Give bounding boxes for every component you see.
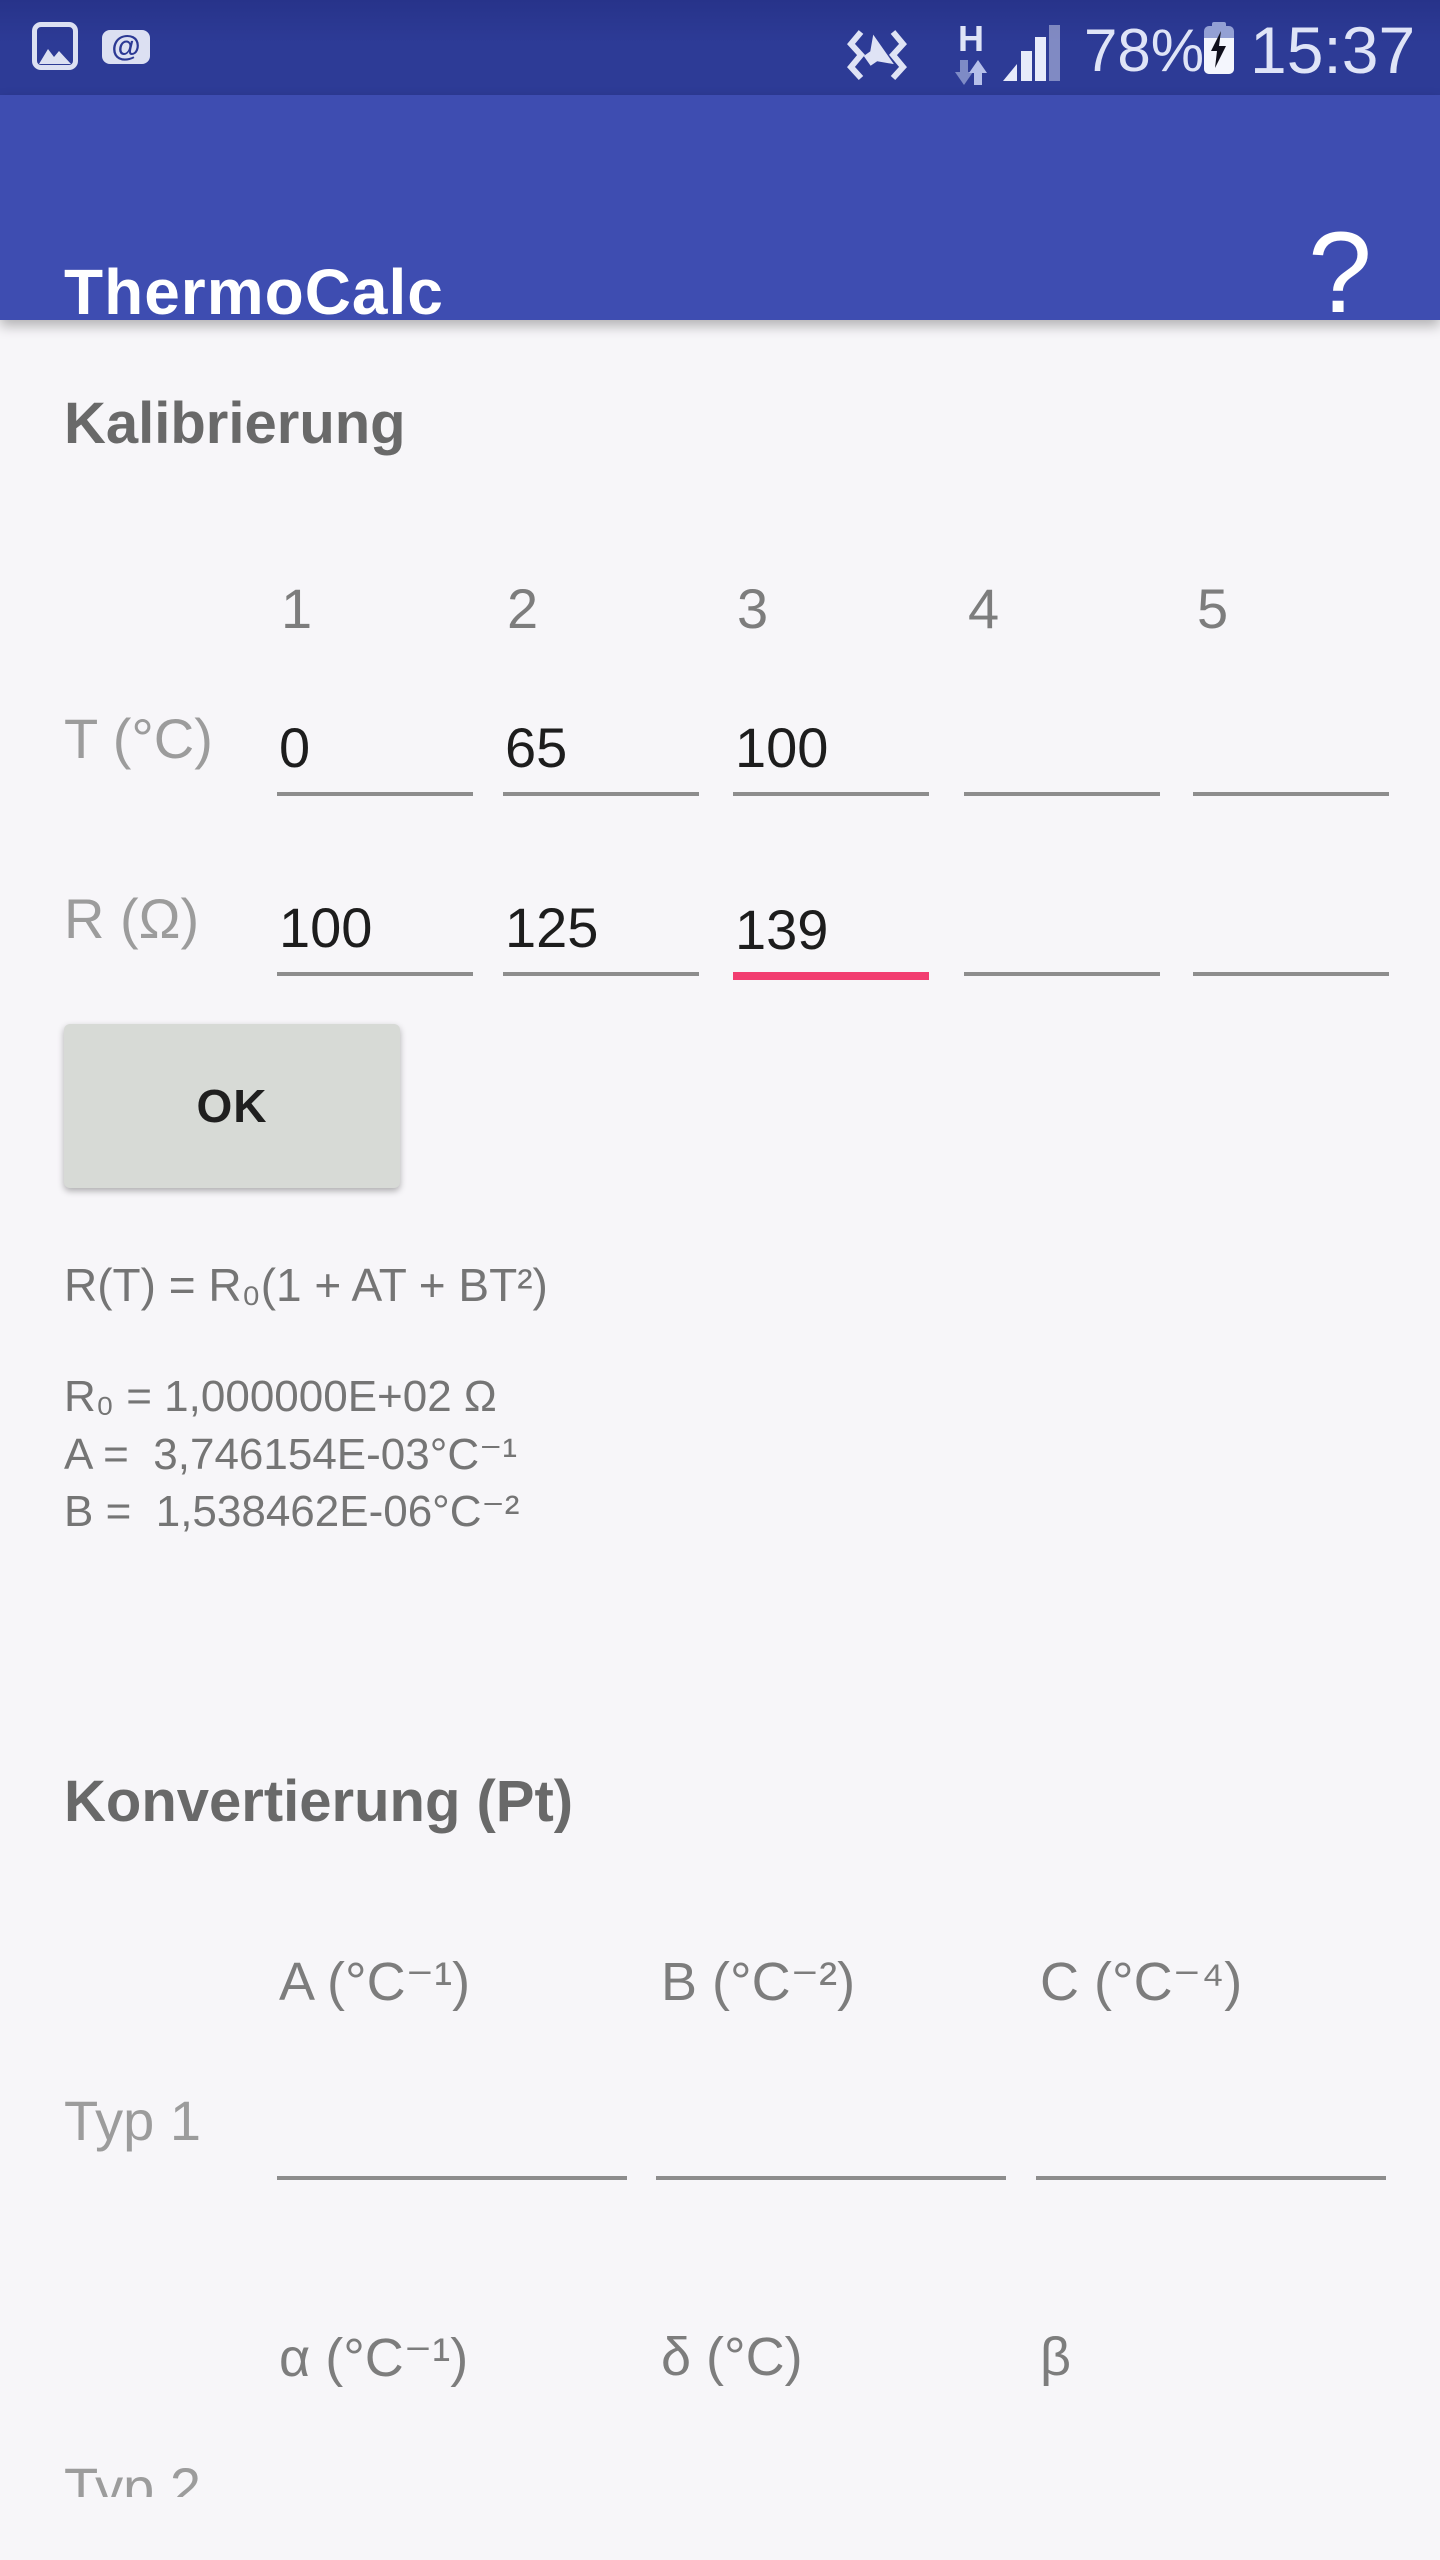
- help-icon[interactable]: ?: [1308, 209, 1372, 337]
- r-input-1[interactable]: [277, 876, 473, 976]
- cal-col-header-5: 5: [1197, 577, 1229, 640]
- t-input-5[interactable]: [1193, 696, 1389, 796]
- conv-header-a: A (°C⁻¹): [279, 1952, 471, 2012]
- cal-col-header-4: 4: [968, 577, 1000, 640]
- clock-label: 15:37: [1250, 13, 1416, 87]
- result-coefficient-a: A = 3,746154E-03°C⁻¹: [64, 1430, 517, 1479]
- fit-formula: R(T) = R₀(1 + AT + BT²): [64, 1259, 548, 1311]
- t-input-4[interactable]: [964, 696, 1160, 796]
- temperature-row-label: T (°C): [64, 707, 213, 770]
- result-r0: R₀ = 1,000000E+02 Ω: [64, 1372, 497, 1421]
- vibrate-icon: [847, 30, 907, 81]
- mountains-glyph: [39, 49, 71, 64]
- resistance-row-label: R (Ω): [64, 887, 200, 950]
- typ1-row-label: Typ 1: [64, 2089, 201, 2152]
- battery-charging-icon: [1204, 22, 1234, 74]
- conv-header-c: C (°C⁻⁴): [1040, 1952, 1243, 2012]
- hspa-network-icon: H: [958, 18, 984, 59]
- status-bar: @ H 78% 15:37: [0, 0, 1440, 95]
- conv-header-alpha: α (°C⁻¹): [279, 2328, 469, 2388]
- t-input-1[interactable]: [277, 696, 473, 796]
- typ1-input-b[interactable]: [656, 2080, 1006, 2180]
- signal-strength-icon: [1003, 25, 1060, 81]
- gallery-notification-icon: [32, 22, 78, 70]
- cal-col-header-1: 1: [281, 577, 313, 640]
- typ2-row-label: Typ 2: [64, 2456, 201, 2497]
- conv-header-beta: β: [1040, 2327, 1072, 2387]
- app-title: ThermoCalc: [64, 256, 444, 328]
- r-input-2[interactable]: [503, 876, 699, 976]
- typ1-input-a[interactable]: [277, 2080, 627, 2180]
- t-input-2[interactable]: [503, 696, 699, 796]
- t-input-3[interactable]: [733, 696, 929, 796]
- r-input-5[interactable]: [1193, 876, 1389, 976]
- cal-col-header-3: 3: [737, 577, 769, 640]
- ok-button[interactable]: OK: [64, 1024, 400, 1188]
- typ2-row-clipped: Typ 2: [0, 2455, 500, 2497]
- result-coefficient-b: B = 1,538462E-06°C⁻²: [64, 1487, 520, 1536]
- app-bar: ThermoCalc ?: [0, 95, 1440, 337]
- conversion-heading: Konvertierung (Pt): [64, 1769, 574, 1834]
- calibration-heading: Kalibrierung: [64, 391, 406, 456]
- battery-percent-label: 78%: [1084, 17, 1205, 84]
- conv-header-b: B (°C⁻²): [661, 1952, 856, 2012]
- cal-col-header-2: 2: [507, 577, 539, 640]
- r-input-4[interactable]: [964, 876, 1160, 976]
- data-arrows-icon: [955, 60, 987, 85]
- r-input-3-focused[interactable]: [733, 876, 929, 980]
- at-glyph: @: [111, 30, 141, 63]
- conv-header-delta: δ (°C): [661, 2327, 803, 2387]
- email-notification-icon: @: [102, 30, 150, 64]
- typ1-input-c[interactable]: [1036, 2080, 1386, 2180]
